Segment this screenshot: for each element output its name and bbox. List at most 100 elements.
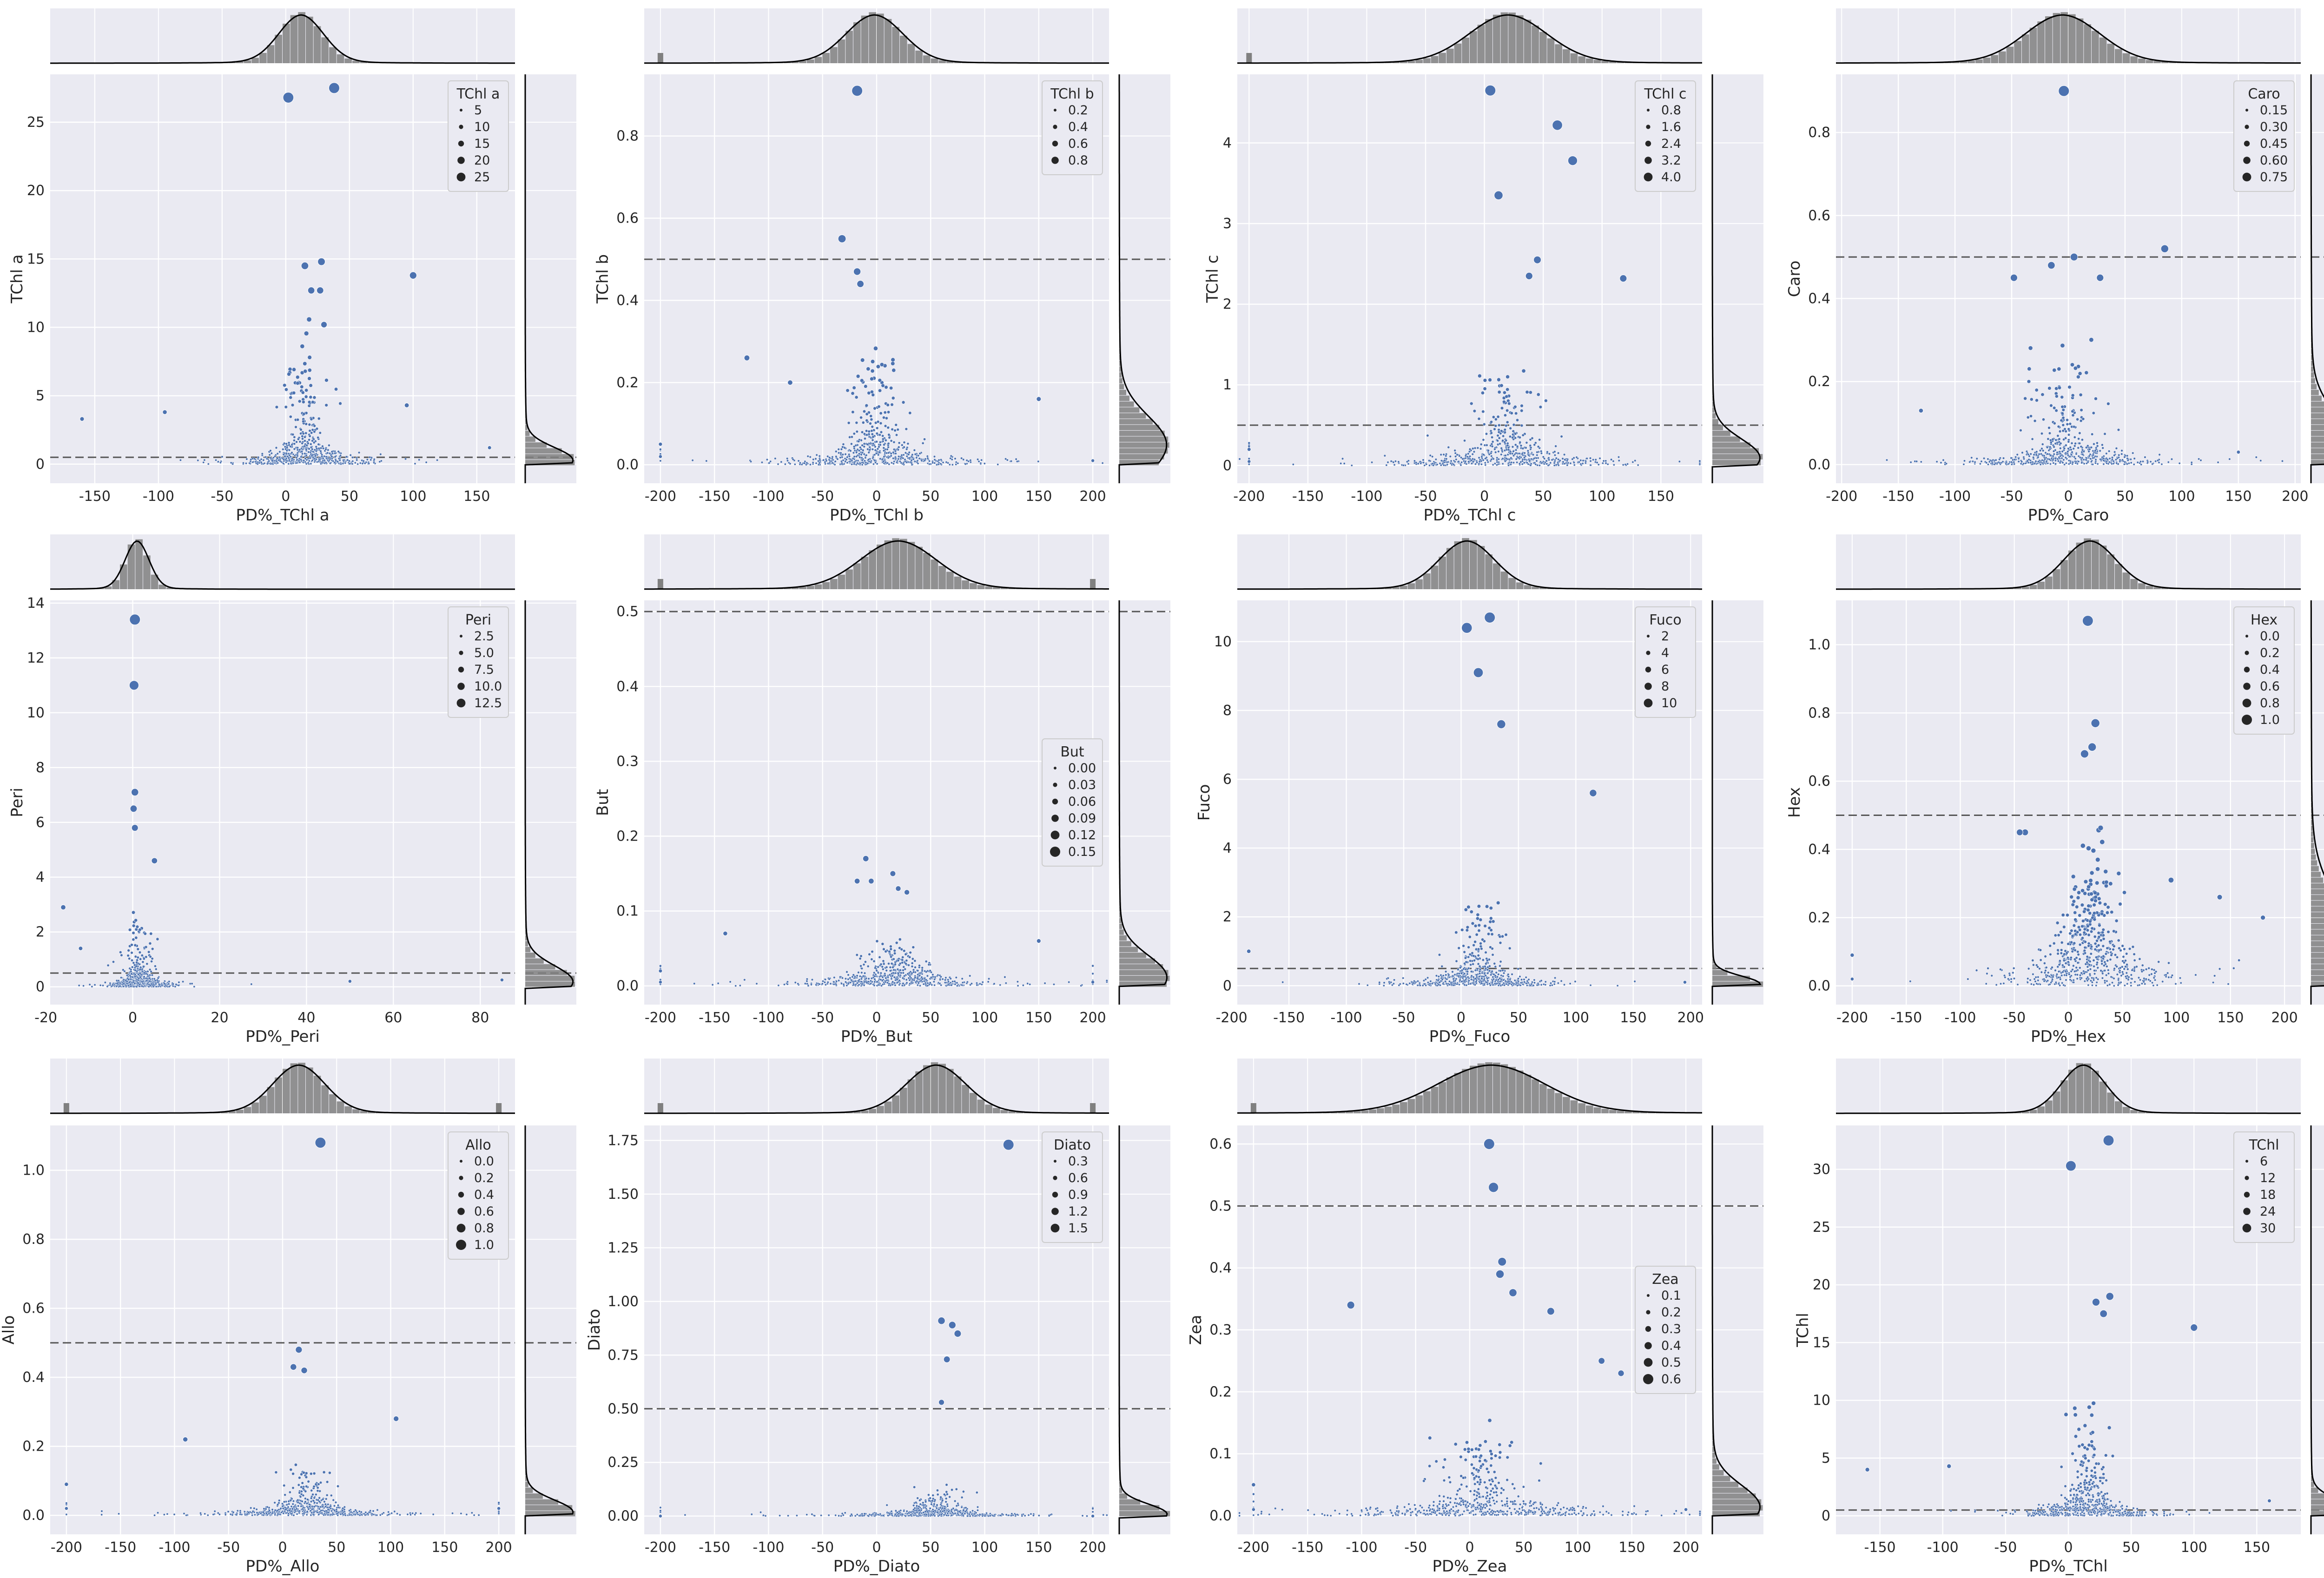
scatter-point: [756, 983, 758, 985]
scatter-point: [2121, 459, 2124, 461]
scatter-point: [2016, 454, 2019, 456]
x-tick-label: 200: [1079, 1010, 1106, 1026]
scatter-point: [815, 458, 817, 460]
scatter-point: [1532, 454, 1534, 456]
scatter-point: [843, 983, 845, 985]
scatter-point: [1500, 384, 1504, 388]
scatter-point: [877, 421, 879, 423]
scatter-point: [918, 964, 920, 967]
scatter-point: [309, 435, 311, 438]
scatter-point: [2030, 453, 2032, 455]
scatter-point: [130, 976, 132, 978]
scatter-point: [1393, 464, 1395, 466]
histogram-bar: [2130, 56, 2138, 63]
scatter-point: [161, 984, 163, 986]
scatter-point: [122, 986, 124, 987]
scatter-point: [888, 434, 891, 436]
scatter-point: [2078, 460, 2080, 463]
scatter-point: [1590, 460, 1592, 462]
scatter-point: [845, 978, 847, 980]
histogram-bar: [298, 12, 305, 63]
scatter-point: [317, 443, 320, 446]
scatter-point: [142, 961, 144, 963]
scatter-point: [839, 976, 841, 978]
scatter-point: [2167, 461, 2170, 463]
histogram-bar: [2311, 419, 2324, 425]
scatter-point: [1502, 463, 1504, 465]
scatter-point: [1248, 460, 1251, 463]
histogram-bar: [892, 538, 899, 589]
scatter-point: [2092, 457, 2094, 459]
scatter-point: [784, 463, 786, 465]
scatter-point: [135, 965, 137, 967]
scatter-point: [1506, 444, 1509, 447]
scatter-point: [1520, 979, 1523, 981]
scatter-point: [1440, 464, 1442, 466]
y-tick-label: 4: [36, 869, 45, 886]
scatter-point: [305, 454, 308, 457]
scatter-point: [2053, 450, 2055, 453]
scatter-point: [127, 985, 129, 986]
scatter-point: [902, 982, 905, 985]
scatter-point: [1505, 409, 1509, 412]
scatter-point: [123, 983, 125, 985]
y-tick-label: 8: [36, 760, 45, 776]
histogram-bar: [822, 582, 830, 589]
scatter-point: [880, 963, 882, 966]
scatter-point: [706, 460, 708, 462]
scatter-point: [911, 454, 913, 456]
scatter-point: [1517, 457, 1519, 459]
scatter-point: [1496, 461, 1499, 463]
legend-marker: [460, 109, 462, 112]
scatter-point: [215, 459, 217, 461]
scatter-point: [2082, 417, 2085, 420]
scatter-point: [1530, 464, 1532, 466]
x-tick-label: 50: [922, 488, 939, 505]
y-tick-label: 0.6: [1808, 208, 1830, 224]
scatter-point: [1507, 464, 1509, 466]
scatter-point: [898, 442, 900, 444]
scatter-point: [307, 442, 309, 445]
scatter-point: [2010, 457, 2013, 459]
scatter-point: [414, 463, 416, 465]
scatter-point: [885, 977, 887, 980]
scatter-point: [119, 985, 121, 987]
histogram-bar: [1119, 964, 1163, 969]
scatter-point: [1080, 985, 1082, 986]
scatter-point: [898, 938, 901, 940]
scatter-point: [1994, 463, 1995, 465]
scatter-point: [283, 454, 285, 456]
scatter-point: [815, 984, 817, 986]
scatter-point: [2124, 456, 2126, 458]
scatter-point: [921, 967, 924, 969]
scatter-point: [878, 378, 882, 382]
scatter-point: [832, 462, 833, 464]
scatter-point: [293, 439, 295, 441]
right-marginal-area: [1712, 74, 1763, 483]
scatter-point: [901, 444, 903, 446]
legend-marker: [2245, 109, 2248, 112]
scatter-point: [2093, 443, 2095, 445]
scatter-point: [2056, 451, 2058, 454]
scatter-point: [1415, 461, 1418, 464]
scatter-point: [1527, 454, 1530, 456]
x-tick-label: 0: [128, 1010, 137, 1026]
scatter-point: [1426, 977, 1429, 979]
histogram-bar: [1586, 59, 1593, 63]
scatter-point: [1500, 447, 1503, 449]
scatter-point: [149, 985, 151, 986]
scatter-point: [1506, 375, 1510, 379]
scatter-point: [907, 973, 909, 975]
scatter-point: [906, 982, 908, 984]
y-tick-label: 0.4: [616, 678, 639, 695]
scatter-point: [2062, 424, 2065, 427]
scatter-point: [993, 983, 995, 985]
histogram-bar: [853, 22, 861, 63]
scatter-point: [822, 980, 824, 982]
scatter-point: [884, 411, 887, 414]
x-tick-label: 50: [922, 1010, 939, 1026]
scatter-point: [954, 980, 956, 983]
scatter-point: [339, 402, 342, 405]
scatter-point: [901, 454, 903, 456]
scatter-point: [873, 407, 877, 410]
